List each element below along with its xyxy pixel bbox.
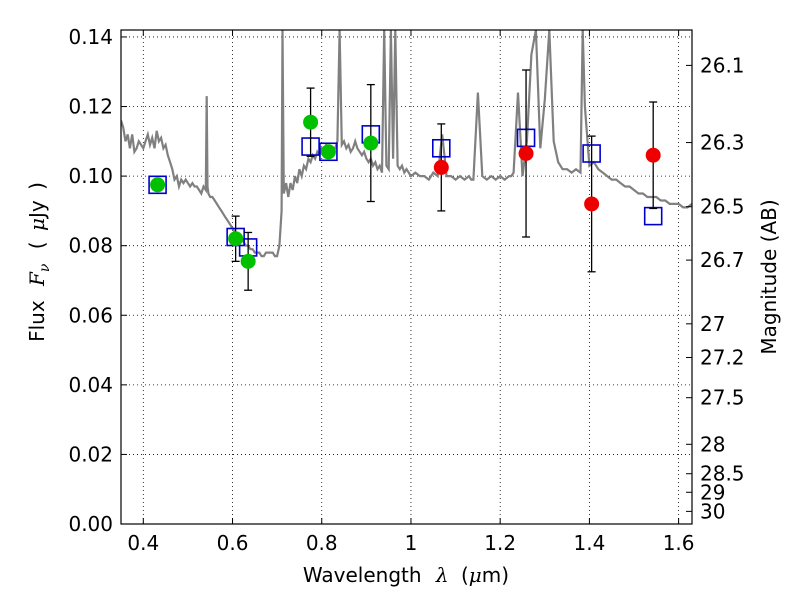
optical-data-point [363,135,379,151]
y-tick-label: 0.12 [68,95,113,119]
x-label-paren: ( [461,563,469,587]
plot-frame [120,29,693,525]
x-label-text: Wavelength [303,563,422,587]
y-tick-label: 0.14 [68,25,113,49]
optical-data-point [303,114,319,130]
series-layer [121,30,692,291]
y-label-mu: μ [25,218,49,231]
x-tick-label: 1 [405,531,418,555]
y2-tick-label: 26.1 [700,53,745,77]
x-tick-label: 1.2 [484,531,516,555]
optical-data-point [150,177,166,193]
nir-data-point [433,159,449,175]
x-tick-label: 0.6 [217,531,249,555]
y-tick-label: 0.10 [68,164,113,188]
x-tick-label: 0.8 [306,531,338,555]
nir-data-point [645,147,661,163]
optical-data-point [228,231,244,247]
optical-data-point [320,144,336,160]
y2-tick-label: 27.2 [700,345,745,369]
y-axis-label: Flux Fν ( μJy ) [25,182,54,342]
y2-tick-label: 26.7 [700,248,745,272]
y-tick-label: 0.06 [68,303,113,327]
y2-tick-label: 30 [700,499,725,523]
y-label-unit: Jy [25,200,49,220]
y-tick-label: 0.02 [68,442,113,466]
x-label-lambda: λ [435,563,449,587]
x-axis-label: Wavelength λ (μm) [303,563,509,587]
y-label-open: ( [25,241,49,249]
y2-tick-label: 26.5 [700,195,745,219]
y2-tick-label: 28 [700,432,725,456]
x-tick-label: 1.6 [663,531,695,555]
optical-data-point [240,253,256,269]
nir-data-point [518,146,534,161]
y-tick-label: 0.08 [68,234,113,258]
axes: 0.4 0.6 0.8 1 1.2 1.4 1.6 0.00 0.02 0.04 0.06 0.08 0… [68,25,744,555]
x-label-unit: m) [482,563,509,587]
model-point [148,175,167,195]
y2-tick-label: 27 [700,312,725,336]
nir-data-point [584,196,600,212]
y-label-close: ) [25,182,49,190]
x-tick-label: 0.4 [127,531,159,555]
y-tick-label: 0.04 [68,373,113,397]
y2-tick-label: 26.3 [700,131,745,155]
y-label-f: F [25,271,49,287]
x-label-mu: μ [469,563,482,587]
y2-tick-label: 28.5 [700,462,745,486]
y2-axis-label: Magnitude (AB) [757,199,781,354]
y-label-text: Flux [25,300,49,342]
y-label-nu: ν [37,263,53,272]
x-tick-label: 1.4 [573,531,605,555]
y2-tick-label: 29 [700,480,725,504]
y-tick-label: 0.00 [68,512,113,536]
model-point [319,142,338,162]
y2-tick-label: 27.5 [700,386,745,410]
